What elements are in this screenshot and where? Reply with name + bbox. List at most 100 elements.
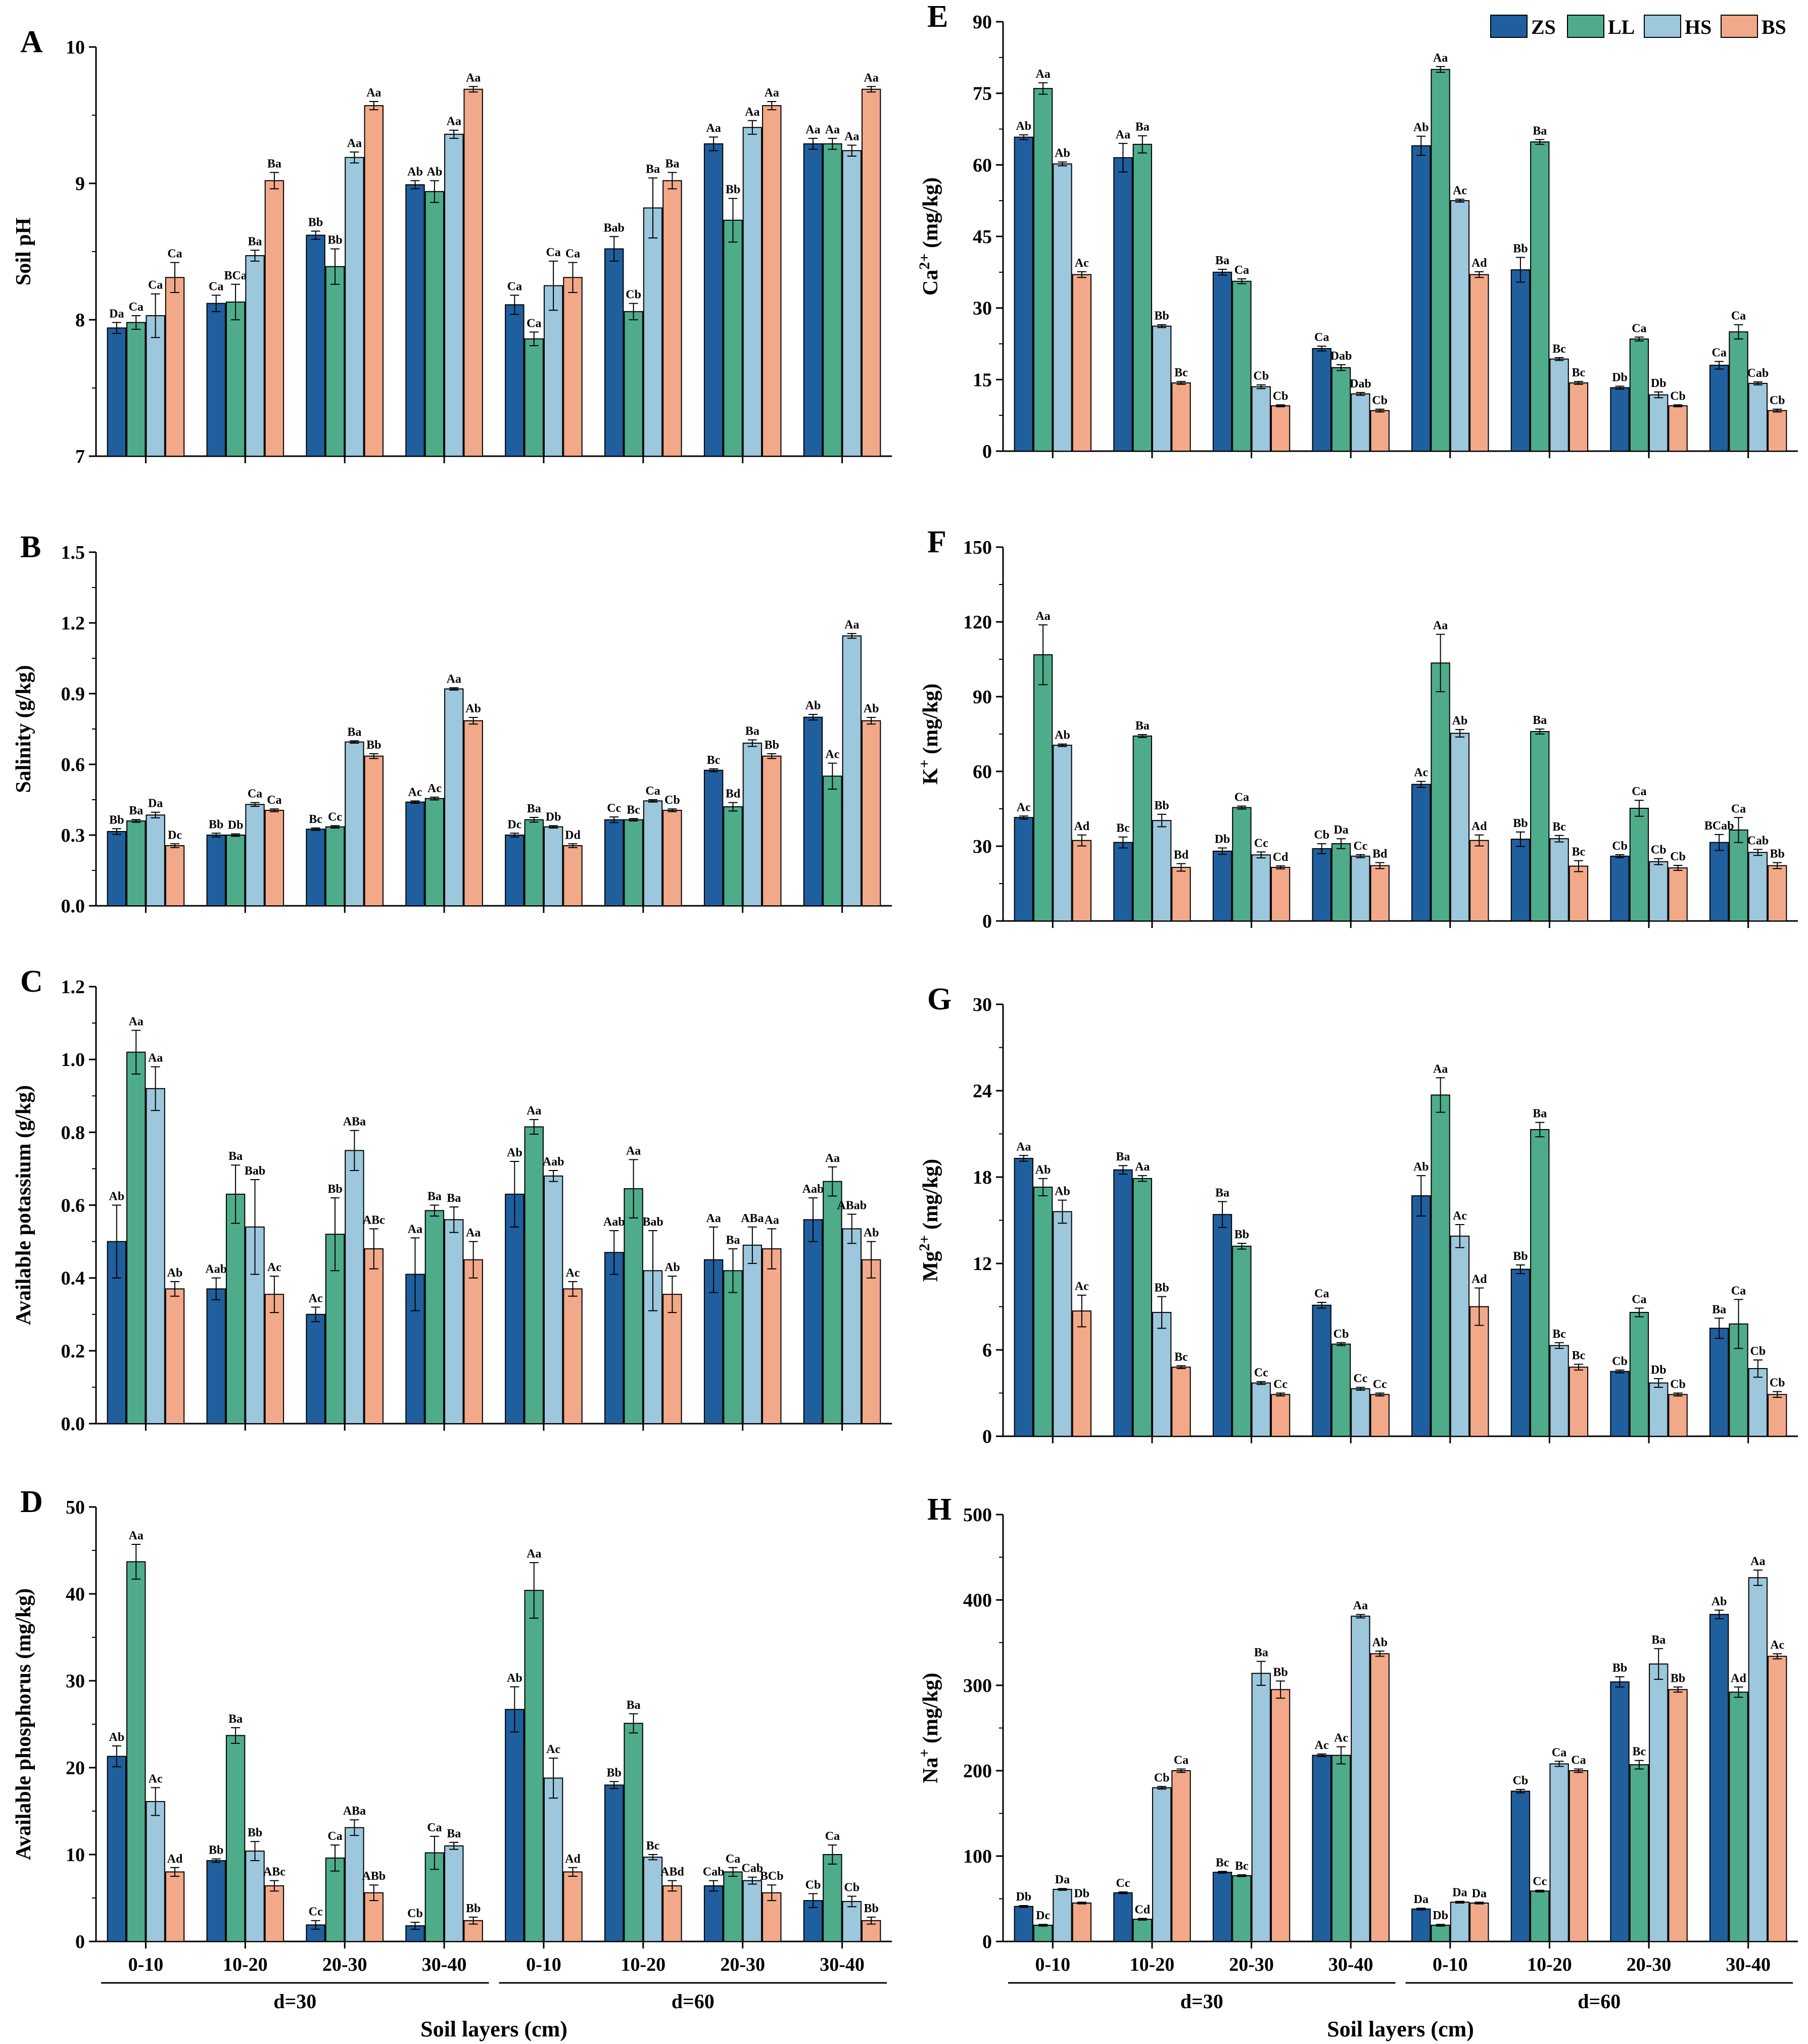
bar-D-ZS-6 [703, 1885, 724, 1942]
bar-F-ZS-7 [1709, 842, 1729, 921]
bar-C-HS-6 [742, 1244, 763, 1425]
bar-D-LL-0 [126, 1561, 146, 1942]
significance-label: Ac [1453, 184, 1467, 197]
legend-swatch-BS [1721, 15, 1758, 38]
bar-B-BS-4 [563, 845, 583, 906]
significance-label: Bb [1513, 242, 1528, 256]
bar-G-LL-5 [1530, 1129, 1550, 1437]
significance-label: Ba [447, 1192, 461, 1205]
significance-label: Ba [1215, 1186, 1229, 1199]
significance-label: Ba [129, 804, 143, 817]
significance-label: Cc [1533, 1875, 1547, 1888]
bar-B-LL-1 [225, 835, 246, 906]
legend-swatch-HS [1644, 15, 1681, 38]
bar-E-HS-4 [1450, 200, 1470, 452]
significance-label: Aa [527, 1104, 541, 1117]
y-tick-label: 1.2 [61, 613, 85, 634]
bar-H-LL-5 [1530, 1890, 1550, 1942]
bar-A-BS-5 [662, 180, 682, 457]
significance-label: Aa [129, 1015, 144, 1029]
bar-G-BS-3 [1370, 1394, 1390, 1437]
y-axis-title: Na+ (mg/kg) [916, 1673, 943, 1783]
bar-D-LL-6 [723, 1871, 743, 1942]
significance-label: Cb [1750, 1345, 1766, 1358]
x-category-label: 30-40 [422, 1954, 467, 1975]
bar-G-HS-0 [1053, 1211, 1072, 1437]
significance-label: Ab [1055, 147, 1070, 160]
bar-E-BS-5 [1568, 382, 1589, 452]
bar-C-BS-7 [861, 1259, 881, 1424]
significance-label: Ca [1632, 1293, 1646, 1306]
bar-E-HS-6 [1649, 394, 1669, 452]
bar-C-LL-0 [126, 1051, 146, 1424]
y-tick-label: 8 [75, 310, 85, 331]
significance-label: Ca [507, 280, 522, 293]
y-tick-label: 45 [973, 226, 992, 248]
significance-label: Ab [1055, 729, 1070, 742]
bar-G-BS-6 [1668, 1394, 1688, 1437]
significance-label: Cb [407, 1907, 423, 1920]
bar-G-HS-1 [1152, 1311, 1172, 1437]
bar-B-HS-6 [742, 743, 763, 906]
bar-E-ZS-2 [1212, 271, 1232, 452]
group-label: d=30 [1180, 1990, 1223, 2013]
significance-label: Ac [1453, 1209, 1467, 1223]
bar-B-ZS-1 [206, 835, 226, 906]
significance-label: Ba [527, 802, 541, 815]
x-category-label: 10-20 [1130, 1954, 1175, 1975]
y-tick-label: 60 [973, 155, 992, 176]
significance-label: Ab [427, 166, 443, 179]
significance-label: ABb [362, 1870, 386, 1883]
bar-G-BS-5 [1568, 1367, 1589, 1437]
significance-label: Aa [527, 1547, 541, 1561]
bar-H-HS-2 [1251, 1673, 1271, 1942]
bar-F-ZS-3 [1312, 848, 1331, 922]
bar-A-LL-2 [325, 266, 345, 457]
bar-F-BS-2 [1270, 866, 1291, 922]
panel-B: B Salinity (g/kg) 0.0 0.3 0.6 0.9 1.2 1.5 Bb Bb Bc… [12, 530, 892, 917]
bar-G-BS-2 [1270, 1394, 1291, 1437]
legend-swatch-ZS [1490, 15, 1528, 38]
bar-A-BS-7 [861, 88, 881, 457]
x-category-label: 30-40 [1726, 1954, 1771, 1975]
bar-H-BS-5 [1568, 1770, 1589, 1942]
significance-label: Ca [1632, 322, 1646, 335]
significance-label: Cb [1670, 1378, 1686, 1391]
bar-B-ZS-2 [306, 829, 325, 907]
bar-D-HS-2 [345, 1827, 364, 1942]
bar-G-ZS-4 [1411, 1195, 1431, 1437]
bar-D-ZS-5 [604, 1784, 624, 1942]
y-tick-label: 0 [75, 1931, 85, 1953]
significance-label: Aa [366, 86, 381, 100]
significance-label: ABab [837, 1199, 867, 1212]
bar-D-HS-1 [245, 1851, 265, 1942]
y-tick-label: 0.9 [61, 684, 85, 705]
significance-label: Bb [1154, 799, 1169, 812]
significance-label: Ca [1314, 1287, 1329, 1300]
bar-B-HS-1 [245, 804, 265, 907]
significance-label: Cb [1154, 1771, 1170, 1784]
bar-G-LL-3 [1331, 1343, 1351, 1437]
bar-C-ZS-4 [505, 1193, 525, 1424]
significance-label: Ca [209, 280, 223, 293]
significance-label: Ad [1471, 257, 1487, 270]
bar-E-HS-2 [1251, 386, 1271, 452]
significance-label: Aa [844, 130, 859, 143]
bar-E-ZS-0 [1014, 136, 1033, 452]
bar-F-ZS-5 [1510, 839, 1531, 921]
bar-A-HS-4 [543, 285, 563, 457]
bar-B-ZS-3 [405, 801, 425, 906]
bar-A-HS-5 [643, 207, 663, 457]
x-category-label: 0-10 [1035, 1954, 1070, 1975]
y-tick-label: 500 [963, 1504, 992, 1526]
legend-label-LL: LL [1608, 16, 1635, 38]
bar-C-LL-4 [524, 1126, 544, 1424]
bar-C-HS-3 [444, 1219, 464, 1424]
significance-label: Cb [664, 794, 680, 807]
y-axis-title: Salinity (g/kg) [12, 665, 35, 793]
bar-H-BS-0 [1072, 1902, 1091, 1942]
bar-D-LL-7 [823, 1854, 842, 1942]
significance-label: Bb [109, 813, 124, 826]
group-label: d=60 [672, 1990, 715, 2013]
significance-label: Ab [1055, 1185, 1070, 1198]
